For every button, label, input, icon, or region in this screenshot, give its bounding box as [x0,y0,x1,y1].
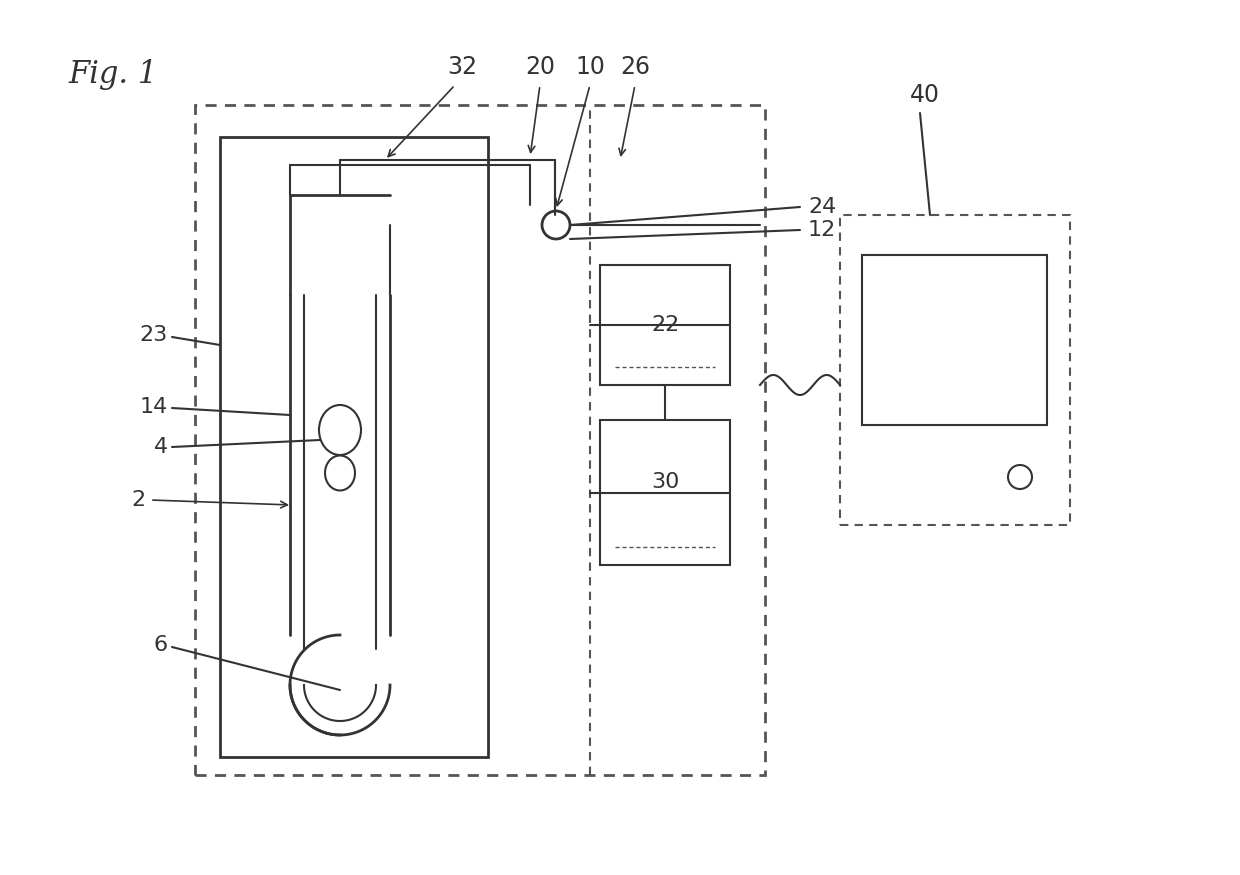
Text: Fig. 1: Fig. 1 [68,60,157,90]
Text: 4: 4 [154,437,167,457]
Ellipse shape [325,456,355,491]
Text: 22: 22 [651,315,680,335]
Text: 24: 24 [808,197,836,217]
Bar [219,137,489,757]
Text: 30: 30 [651,473,680,493]
Text: 40: 40 [910,83,940,107]
Text: 32: 32 [446,55,477,79]
Bar [862,255,1047,425]
Text: 12: 12 [808,220,836,240]
Text: 10: 10 [575,55,605,79]
Bar [195,105,765,775]
Text: 23: 23 [140,325,167,345]
Bar [600,420,730,565]
Text: 26: 26 [620,55,650,79]
Bar [839,215,1070,525]
Bar [600,265,730,385]
Text: 14: 14 [140,397,167,417]
Text: 6: 6 [154,635,167,655]
Text: 2: 2 [131,490,145,510]
Ellipse shape [319,405,361,455]
Text: 20: 20 [525,55,556,79]
